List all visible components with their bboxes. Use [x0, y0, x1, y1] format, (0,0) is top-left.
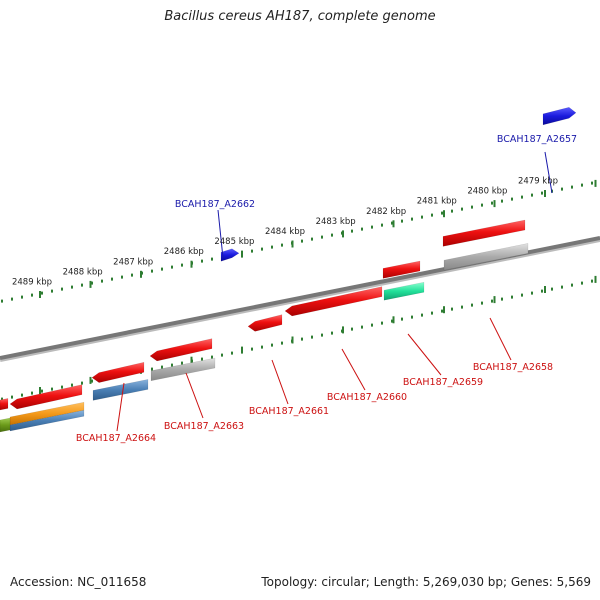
gene-label-top[interactable]: BCAH187_A2657	[497, 134, 577, 145]
leader-line-bottom	[341, 348, 366, 391]
diagram-title: Bacillus cereus AH187, complete genome	[164, 9, 436, 24]
leader-line-bottom	[271, 359, 289, 405]
gene-a2657-cds[interactable]	[542, 107, 577, 126]
gene-label-top[interactable]: BCAH187_A2662	[175, 199, 255, 210]
gene-a2661-cds[interactable]	[247, 314, 283, 332]
scale-label: 2484 kbp	[265, 227, 305, 237]
gene-label-bottom[interactable]: BCAH187_A2661	[249, 406, 329, 417]
gene-label-bottom[interactable]: BCAH187_A2658	[473, 362, 553, 373]
scale-label: 2488 kbp	[63, 267, 103, 277]
gene-label-bottom[interactable]: BCAH187_A2659	[403, 377, 483, 388]
scale-label: 2487 kbp	[113, 257, 153, 267]
gene-left-edge-cds[interactable]	[0, 398, 9, 411]
scale-labels: 2479 kbp 2480 kbp 2481 kbp 2482 kbp 2483 kbp…	[12, 176, 558, 287]
scale-ticks-top	[1, 179, 597, 303]
gene-olive-feature[interactable]	[0, 417, 11, 433]
gene-a2662-cds[interactable]	[220, 248, 240, 262]
gene-a2658-cds[interactable]	[442, 219, 526, 247]
leader-line-bottom	[489, 317, 512, 361]
leader-line-bottom	[407, 333, 442, 376]
genome-stats-text: Topology: circular; Length: 5,269,030 bp…	[261, 575, 591, 589]
leader-line-bottom	[116, 382, 125, 432]
leader-line-top	[544, 151, 553, 194]
leader-line-top	[217, 209, 224, 259]
gene-a2659-feature[interactable]	[383, 281, 425, 301]
gene-labels: BCAH187_A2657 BCAH187_A2662 BCAH187_A2658 B…	[76, 134, 577, 444]
scale-label: 2489 kbp	[12, 278, 52, 288]
accession-text: Accession: NC_011658	[10, 575, 147, 589]
gene-a2663-cds[interactable]	[149, 338, 213, 362]
gene-a2658-feature[interactable]	[443, 243, 529, 271]
scale-label: 2485 kbp	[214, 237, 254, 247]
label-leader-lines	[116, 151, 553, 432]
gene-label-bottom[interactable]: BCAH187_A2664	[76, 433, 156, 444]
scale-label: 2481 kbp	[417, 197, 457, 207]
gene-label-bottom[interactable]: BCAH187_A2663	[164, 421, 244, 432]
leader-line-bottom	[185, 372, 204, 419]
scale-label: 2486 kbp	[164, 247, 204, 257]
gene-label-bottom[interactable]: BCAH187_A2660	[327, 392, 407, 403]
scale-label: 2483 kbp	[316, 217, 356, 227]
scale-label: 2482 kbp	[366, 207, 406, 217]
gene-a2664-feature[interactable]	[92, 379, 149, 401]
scale-label: 2480 kbp	[467, 187, 507, 197]
gene-a2660-cds[interactable]	[284, 286, 383, 317]
gene-a2664-cds[interactable]	[91, 361, 145, 383]
scale-label: 2479 kbp	[518, 176, 558, 186]
gene-a2659-cds[interactable]	[382, 260, 421, 279]
gene-a2665-cds[interactable]	[9, 384, 83, 410]
gene-a2663-feature[interactable]	[150, 357, 216, 382]
gene-features	[0, 107, 577, 433]
